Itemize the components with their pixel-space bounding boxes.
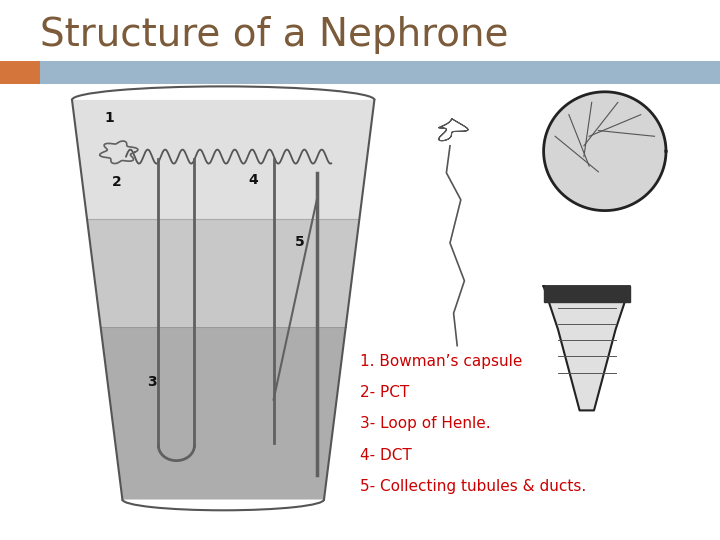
Polygon shape xyxy=(544,92,666,211)
Text: 4: 4 xyxy=(248,173,258,187)
Text: 1: 1 xyxy=(104,111,114,125)
Text: 5: 5 xyxy=(295,235,305,249)
Text: 3- Loop of Henle.: 3- Loop of Henle. xyxy=(360,416,490,431)
Polygon shape xyxy=(72,100,374,219)
Polygon shape xyxy=(544,286,630,302)
Bar xyxy=(0,61,720,84)
Text: 2- PCT: 2- PCT xyxy=(360,385,409,400)
Text: 2: 2 xyxy=(112,176,122,190)
Polygon shape xyxy=(87,219,359,327)
Text: 4- DCT: 4- DCT xyxy=(360,448,412,463)
Text: 1. Bowman’s capsule: 1. Bowman’s capsule xyxy=(360,354,523,369)
Text: Structure of a Nephrone: Structure of a Nephrone xyxy=(40,16,508,54)
Polygon shape xyxy=(544,286,630,410)
Text: 3: 3 xyxy=(148,375,157,389)
Text: 5- Collecting tubules & ducts.: 5- Collecting tubules & ducts. xyxy=(360,479,586,494)
Bar xyxy=(0,61,40,84)
Polygon shape xyxy=(101,327,346,500)
